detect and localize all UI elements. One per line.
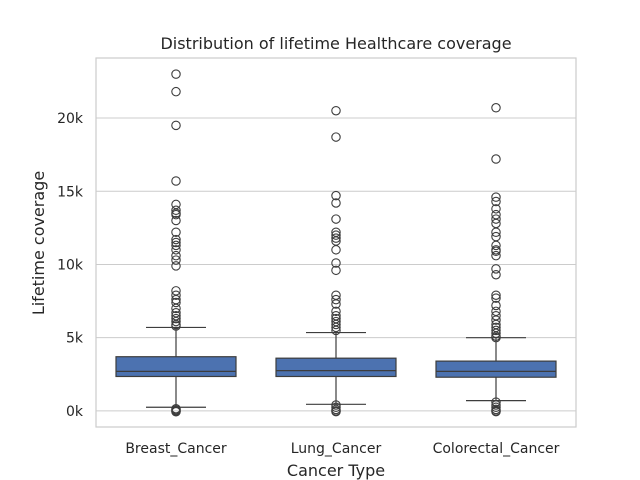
outlier-point	[171, 297, 181, 308]
outlier-point	[171, 69, 181, 79]
outlier-point	[331, 322, 341, 333]
outlier-point	[331, 233, 341, 243]
outlier-point	[171, 316, 181, 327]
outlier-point	[491, 246, 501, 257]
outlier-point	[491, 332, 501, 343]
outlier-point	[171, 290, 181, 300]
outlier-point	[491, 264, 501, 274]
y-tick-label: 0k	[66, 404, 84, 420]
outlier-point	[171, 237, 181, 248]
outlier-point	[331, 198, 341, 208]
outlier-point	[491, 204, 501, 214]
x-tick-label: Breast_Cancer	[125, 441, 227, 457]
outlier-point	[491, 290, 501, 300]
outlier-point	[491, 250, 501, 261]
outlier-point	[491, 406, 501, 417]
outlier-point	[171, 227, 181, 238]
outlier-point	[331, 258, 341, 268]
x-tick-label: Colorectal_Cancer	[433, 441, 560, 457]
outlier-point	[491, 240, 501, 251]
x-tick-label: Lung_Cancer	[291, 441, 382, 457]
outlier-point	[171, 209, 181, 220]
outlier-point	[331, 406, 341, 417]
outlier-point	[171, 303, 181, 314]
outlier-point	[171, 86, 181, 97]
y-axis-label: Lifetime coverage	[29, 171, 48, 315]
outlier-point	[171, 313, 181, 324]
outlier-point	[331, 132, 341, 142]
outlier-point	[171, 255, 181, 265]
outlier-point	[171, 240, 181, 251]
outlier-point	[171, 250, 181, 261]
chart-title: Distribution of lifetime Healthcare cove…	[160, 34, 511, 53]
outlier-point	[491, 315, 501, 325]
outlier-point	[491, 328, 501, 339]
outlier-point	[491, 154, 501, 164]
outlier-point	[491, 196, 501, 207]
outlier-point	[331, 190, 341, 201]
outlier-point	[171, 245, 181, 255]
box-iqr	[115, 356, 237, 378]
y-tick-label: 20k	[57, 111, 84, 127]
outlier-point	[171, 261, 181, 271]
plot-frame	[95, 57, 577, 428]
outlier-point	[331, 299, 341, 309]
box-group	[275, 105, 397, 417]
outlier-point	[331, 325, 341, 336]
outlier-point	[491, 293, 501, 303]
boxes-layer	[115, 69, 557, 417]
box-group	[435, 103, 557, 417]
outlier-point	[331, 230, 341, 240]
outlier-point	[171, 120, 181, 131]
outlier-point	[171, 176, 181, 186]
outlier-point	[491, 300, 501, 311]
outlier-point	[331, 319, 341, 330]
outlier-point	[491, 325, 501, 336]
outlier-point	[491, 103, 501, 113]
outlier-point	[491, 227, 501, 238]
outlier-point	[491, 192, 501, 202]
outlier-point	[171, 407, 181, 417]
outlier-point	[331, 245, 341, 255]
outlier-point	[171, 321, 181, 331]
y-tick-label: 10k	[57, 257, 84, 273]
outlier-point	[171, 215, 181, 226]
outlier-point	[171, 205, 181, 216]
box-group	[115, 69, 237, 417]
x-axis-label: Cancer Type	[287, 461, 385, 480]
box-iqr	[275, 357, 397, 378]
outlier-point	[491, 269, 501, 280]
y-axis-ticks: 0k 5k 10k 15k 20k	[57, 111, 84, 420]
outlier-point	[171, 234, 181, 245]
box-iqr	[435, 360, 557, 378]
outlier-point	[331, 105, 341, 116]
y-tick-label: 15k	[57, 184, 84, 200]
outlier-point	[331, 265, 341, 276]
outlier-point	[331, 294, 341, 305]
outlier-point	[331, 214, 341, 224]
outlier-point	[331, 306, 341, 317]
y-tick-label: 5k	[66, 331, 84, 347]
outlier-point	[491, 214, 501, 224]
x-axis-ticks: Breast_Cancer Lung_Cancer Colorectal_Cance…	[125, 441, 559, 457]
